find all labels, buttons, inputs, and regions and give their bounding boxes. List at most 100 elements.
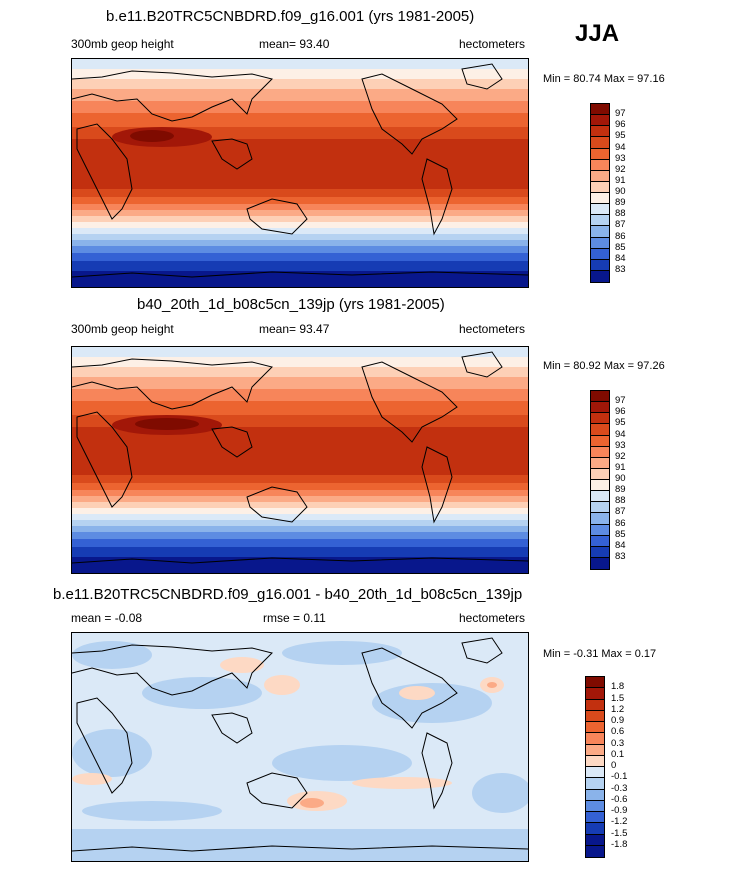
colorbar-tick-label: 96 xyxy=(615,406,626,418)
colorbar-tick-label: -1.2 xyxy=(611,816,628,828)
season-label: JJA xyxy=(575,20,620,47)
colorbar-segment xyxy=(586,677,604,689)
colorbar-tick-label: 96 xyxy=(615,119,626,131)
colorbar-segment xyxy=(591,535,609,547)
colorbar-tick-label: 91 xyxy=(615,174,626,186)
colorbar-tick-label: 89 xyxy=(615,197,626,209)
panel2-colorbar xyxy=(590,390,610,570)
colorbar-segment xyxy=(591,193,609,205)
colorbar-segment xyxy=(591,226,609,238)
colorbar-segment xyxy=(586,710,604,722)
colorbar-tick-label: -0.3 xyxy=(611,782,628,794)
colorbar-segment xyxy=(586,699,604,711)
panel3-minmax: Min = -0.31 Max = 0.17 xyxy=(543,648,657,660)
colorbar-segment xyxy=(591,137,609,149)
colorbar-segment xyxy=(591,446,609,458)
colorbar-segment xyxy=(591,524,609,536)
colorbar-tick-label: 0.6 xyxy=(611,726,625,738)
colorbar-segment xyxy=(586,800,604,812)
colorbar-tick-label: 1.8 xyxy=(611,681,625,693)
colorbar-segment xyxy=(586,823,604,835)
panel1-colorbar-labels: 97 96 95 94 93 92 91 90 89 88 87 86 85 84 83 xyxy=(615,103,645,281)
colorbar-tick-label: 87 xyxy=(615,506,626,518)
colorbar-segment xyxy=(586,688,604,700)
panel2-colorbar-labels: 97 96 95 94 93 92 91 90 89 88 87 86 85 84 83 xyxy=(615,390,645,568)
colorbar-tick-label: 84 xyxy=(615,252,626,264)
colorbar-tick-label: 89 xyxy=(615,484,626,496)
colorbar-segment xyxy=(591,513,609,525)
colorbar-segment xyxy=(591,248,609,260)
panel2-minmax: Min = 80.92 Max = 97.26 xyxy=(543,360,665,372)
panel2-units: hectometers xyxy=(459,322,526,336)
colorbar-tick-label: 92 xyxy=(615,450,626,462)
colorbar-tick-label: 97 xyxy=(615,395,626,407)
colorbar-tick-label: 95 xyxy=(615,130,626,142)
panel2-mean: mean= 93.47 xyxy=(259,322,330,336)
colorbar-segment xyxy=(591,424,609,436)
panel3-colorbar xyxy=(585,676,605,858)
colorbar-segment xyxy=(586,789,604,801)
colorbar-tick-label: 88 xyxy=(615,495,626,507)
panel1-colorbar xyxy=(590,103,610,283)
colorbar-tick-label: 83 xyxy=(615,550,626,562)
colorbar-segment xyxy=(586,778,604,790)
colorbar-segment xyxy=(586,755,604,767)
colorbar-tick-label: 1.5 xyxy=(611,692,625,704)
colorbar-segment xyxy=(591,413,609,425)
colorbar-tick-label: 92 xyxy=(615,163,626,175)
colorbar-segment xyxy=(586,733,604,745)
colorbar-segment xyxy=(591,159,609,171)
colorbar-segment xyxy=(591,546,609,558)
colorbar-segment xyxy=(591,115,609,127)
colorbar-segment xyxy=(591,104,609,116)
colorbar-tick-label: -0.1 xyxy=(611,771,628,783)
panel3-title: b.e11.B20TRC5CNBDRD.f09_g16.001 - b40_20… xyxy=(53,586,523,603)
colorbar-segment xyxy=(591,170,609,182)
colorbar-segment xyxy=(586,845,604,857)
panel2-contour-field xyxy=(72,347,528,573)
colorbar-segment xyxy=(591,391,609,403)
colorbar-segment xyxy=(591,126,609,138)
panel3-units: hectometers xyxy=(459,611,526,625)
panel3-colorbar-labels: 1.8 1.5 1.2 0.9 0.6 0.3 0.1 0 -0.1 -0.3 -0.6 -0.9 -1… xyxy=(611,676,641,856)
colorbar-segment xyxy=(591,468,609,480)
panel1-map xyxy=(71,58,529,288)
colorbar-tick-label: 93 xyxy=(615,439,626,451)
colorbar-segment xyxy=(591,148,609,160)
colorbar-segment xyxy=(586,722,604,734)
panel3-mean: mean = -0.08 xyxy=(71,611,143,625)
colorbar-tick-label: 94 xyxy=(615,141,626,153)
colorbar-tick-label: 85 xyxy=(615,528,626,540)
panel1-minmax: Min = 80.74 Max = 97.16 xyxy=(543,73,665,85)
colorbar-tick-label: 94 xyxy=(615,428,626,440)
colorbar-tick-label: 97 xyxy=(615,108,626,120)
panel1-units: hectometers xyxy=(459,37,526,51)
colorbar-tick-label: 87 xyxy=(615,219,626,231)
colorbar-tick-label: 1.2 xyxy=(611,703,625,715)
colorbar-tick-label: 90 xyxy=(615,186,626,197)
panel2-title: b40_20th_1d_b08c5cn_139jp (yrs 1981-2005… xyxy=(137,296,445,313)
colorbar-tick-label: 0 xyxy=(611,760,617,771)
panel1-mean: mean= 93.40 xyxy=(259,37,330,51)
colorbar-segment xyxy=(591,237,609,249)
panel3-rmse: rmse = 0.11 xyxy=(263,611,326,625)
colorbar-tick-label: -0.6 xyxy=(611,793,628,805)
colorbar-tick-label: -0.9 xyxy=(611,805,628,816)
colorbar-segment xyxy=(591,270,609,282)
colorbar-tick-label: 83 xyxy=(615,263,626,275)
panel2-variable-label: 300mb geop height xyxy=(71,322,174,336)
colorbar-segment xyxy=(591,557,609,569)
colorbar-segment xyxy=(591,402,609,414)
colorbar-segment xyxy=(591,480,609,492)
colorbar-segment xyxy=(586,812,604,824)
colorbar-segment xyxy=(586,767,604,779)
colorbar-segment xyxy=(591,457,609,469)
colorbar-tick-label: 90 xyxy=(615,473,626,484)
colorbar-tick-label: 91 xyxy=(615,461,626,473)
panel1-contour-field xyxy=(72,59,528,287)
colorbar-segment xyxy=(591,259,609,271)
colorbar-tick-label: 0.3 xyxy=(611,737,625,749)
panel1-variable-label: 300mb geop height xyxy=(71,37,174,51)
colorbar-segment xyxy=(591,435,609,447)
colorbar-tick-label: -1.8 xyxy=(611,838,628,850)
